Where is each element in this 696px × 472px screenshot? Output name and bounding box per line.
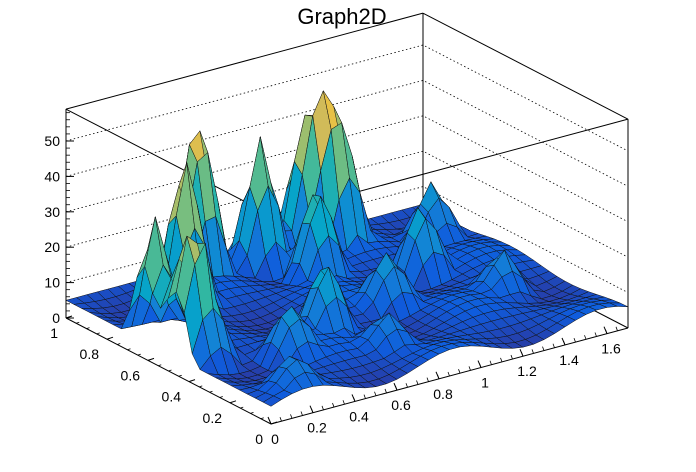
y-minor-tick: [240, 406, 244, 409]
x-minor-tick: [573, 337, 576, 343]
y-minor-tick: [270, 422, 275, 425]
x-tick-label: 0.4: [349, 408, 369, 424]
x-minor-tick: [321, 405, 324, 411]
y-minor-tick: [158, 364, 162, 367]
x-tick-label: 0.6: [391, 397, 411, 413]
y-tick-label: 0: [255, 431, 263, 447]
x-minor-tick: [552, 343, 555, 348]
y-tick-label: 0.6: [121, 367, 141, 383]
x-tick-label: 1.2: [517, 363, 537, 379]
x-minor-tick: [342, 400, 345, 405]
z-tick-label: 50: [44, 133, 60, 149]
x-minor-tick: [290, 414, 293, 419]
z-tick-label: 10: [44, 275, 60, 291]
y-minor-tick: [199, 385, 203, 388]
x-tick-label: 0.2: [307, 420, 327, 436]
x-minor-tick: [363, 394, 366, 399]
x-minor-tick: [437, 374, 440, 379]
surface-mesh: [65, 89, 629, 407]
x-minor-tick: [605, 329, 608, 334]
y-minor-tick: [209, 390, 213, 393]
x-minor-tick: [353, 397, 356, 402]
y-minor-tick: [76, 321, 80, 324]
x-tick-label: 0: [271, 431, 279, 447]
x-minor-tick: [269, 419, 272, 425]
y-minor-tick: [260, 417, 264, 420]
y-minor-tick: [168, 369, 172, 372]
x-minor-tick: [374, 391, 377, 396]
frame-edge: [65, 12, 424, 110]
z-gridline: [65, 44, 629, 152]
y-minor-tick: [96, 332, 100, 335]
x-minor-tick: [447, 371, 450, 377]
y-minor-tick: [86, 327, 90, 329]
x-minor-tick: [563, 340, 566, 346]
x-minor-tick: [468, 366, 471, 371]
x-minor-tick: [584, 335, 587, 340]
x-minor-tick: [279, 417, 282, 422]
x-minor-tick: [416, 380, 419, 385]
plot-axes: 00.20.40.60.811.21.41.600.20.40.60.81010…: [44, 109, 621, 447]
x-tick-label: 1: [481, 375, 489, 391]
y-minor-tick: [219, 396, 223, 398]
x-minor-tick: [521, 352, 524, 357]
y-minor-tick: [147, 359, 152, 361]
x-minor-tick: [531, 349, 534, 354]
y-minor-tick: [127, 348, 131, 351]
chart-title: Graph2D: [297, 4, 386, 29]
x-minor-tick: [542, 346, 545, 351]
x-tick-label: 1.6: [601, 341, 621, 357]
x-minor-tick: [384, 388, 387, 394]
y-minor-tick: [178, 374, 182, 377]
x-minor-tick: [594, 332, 597, 337]
x-minor-tick: [332, 402, 335, 408]
surface-cell: [609, 302, 629, 308]
z-tick-label: 30: [44, 204, 60, 220]
x-tick-label: 1.4: [559, 352, 579, 368]
y-minor-tick: [117, 343, 121, 345]
x-minor-tick: [458, 369, 461, 374]
x-minor-tick: [510, 354, 513, 360]
y-minor-tick: [137, 353, 141, 356]
x-minor-tick: [479, 363, 482, 368]
z-tick-label: 40: [44, 168, 60, 184]
x-minor-tick: [311, 408, 314, 413]
x-minor-tick: [395, 385, 398, 391]
x-tick-label: 0.8: [433, 386, 453, 402]
y-tick-label: 1: [50, 325, 58, 341]
frame-edge: [65, 108, 272, 216]
y-tick-label: 0.4: [162, 389, 182, 405]
x-minor-tick: [500, 357, 503, 363]
z-tick-label: 20: [44, 239, 60, 255]
x-minor-tick: [489, 360, 492, 365]
x-minor-tick: [405, 383, 408, 388]
z-tick-label: 0: [52, 310, 60, 326]
x-minor-tick: [300, 411, 303, 416]
x-minor-tick: [426, 377, 429, 382]
y-minor-tick: [188, 380, 193, 382]
y-tick-label: 0.8: [80, 346, 100, 362]
x-minor-tick: [615, 326, 618, 331]
y-minor-tick: [250, 412, 254, 414]
frame-edge: [422, 12, 629, 120]
y-minor-tick: [229, 401, 234, 404]
y-minor-tick: [106, 337, 111, 340]
y-tick-label: 0.2: [203, 410, 223, 426]
